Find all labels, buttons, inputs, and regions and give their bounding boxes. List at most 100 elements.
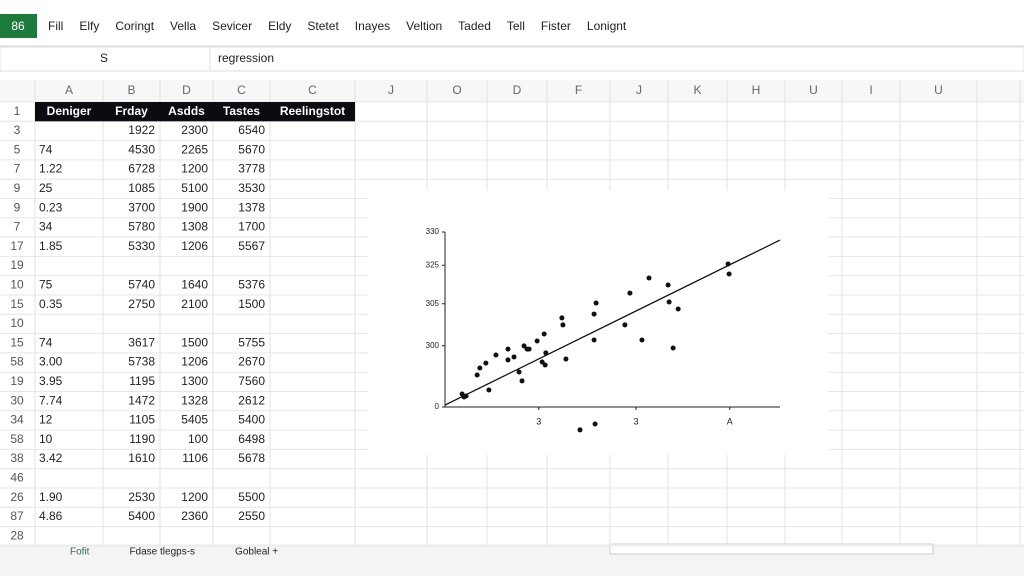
menu-item[interactable]: Lonignt <box>587 19 627 33</box>
cell[interactable]: 25 <box>39 181 53 195</box>
column-header[interactable]: I <box>869 83 872 97</box>
cell[interactable]: 1922 <box>128 123 155 137</box>
cell[interactable]: 2750 <box>128 297 155 311</box>
sheet-tab[interactable]: Fdase tlegps-s <box>129 547 195 558</box>
menu-item[interactable]: Eldy <box>268 19 291 33</box>
cell[interactable]: 1308 <box>181 220 208 234</box>
cell[interactable]: 100 <box>188 432 208 446</box>
menu-item[interactable]: Fister <box>541 19 571 33</box>
cell[interactable]: 1900 <box>181 200 208 214</box>
cell[interactable]: 4530 <box>128 142 155 156</box>
cell[interactable]: 3778 <box>238 162 265 176</box>
cell[interactable]: 2612 <box>238 393 265 407</box>
cell[interactable]: 1085 <box>128 181 155 195</box>
cell[interactable]: 5400 <box>128 509 155 523</box>
cell[interactable]: 1472 <box>128 393 155 407</box>
menu-item[interactable]: Tell <box>507 19 525 33</box>
cell[interactable]: 5670 <box>238 142 265 156</box>
cell[interactable]: 5678 <box>238 451 265 465</box>
cell[interactable]: 1378 <box>238 200 265 214</box>
cell[interactable]: 1500 <box>181 335 208 349</box>
cell[interactable]: 1105 <box>129 413 155 427</box>
cell[interactable]: 2300 <box>181 123 208 137</box>
cell[interactable]: 1500 <box>238 297 265 311</box>
cell[interactable]: 1206 <box>181 355 208 369</box>
cell[interactable]: 2265 <box>181 142 208 156</box>
menu-item[interactable]: Coringt <box>115 19 154 33</box>
cell[interactable]: 74 <box>39 142 53 156</box>
cell[interactable]: 1328 <box>181 393 208 407</box>
cell[interactable]: 5405 <box>181 413 208 427</box>
column-header[interactable]: C <box>237 83 246 97</box>
cell[interactable]: 4.86 <box>39 509 63 523</box>
formula-input[interactable]: regression <box>218 51 274 65</box>
cell[interactable]: 2360 <box>181 509 208 523</box>
cell[interactable]: 3700 <box>128 200 155 214</box>
column-header[interactable]: J <box>636 83 642 97</box>
column-header[interactable]: F <box>575 83 582 97</box>
column-header[interactable]: D <box>513 83 522 97</box>
cell[interactable]: 2550 <box>238 509 265 523</box>
cell[interactable]: 2670 <box>238 355 265 369</box>
cell[interactable]: 5100 <box>181 181 208 195</box>
cell[interactable]: 10 <box>39 432 53 446</box>
cell[interactable]: 1190 <box>129 432 155 446</box>
cell[interactable]: 2530 <box>128 490 155 504</box>
menu-item[interactable]: Inayes <box>355 19 390 33</box>
column-header[interactable]: U <box>934 83 943 97</box>
cell[interactable]: 3.00 <box>39 355 63 369</box>
column-header[interactable]: A <box>65 83 73 97</box>
cell[interactable]: 1.90 <box>39 490 63 504</box>
cell[interactable]: 1300 <box>181 374 208 388</box>
cell[interactable]: 5376 <box>238 278 265 292</box>
menu-item[interactable]: Fill <box>48 19 63 33</box>
cell[interactable]: 5755 <box>238 335 265 349</box>
cell[interactable]: 5330 <box>128 239 155 253</box>
cell[interactable]: 6540 <box>238 123 265 137</box>
column-header[interactable]: B <box>127 83 135 97</box>
cell[interactable]: 6498 <box>238 432 265 446</box>
cell[interactable]: 2100 <box>181 297 208 311</box>
menu-item[interactable]: Veltion <box>406 19 442 33</box>
cell[interactable]: 6728 <box>128 162 155 176</box>
column-header[interactable]: C <box>308 83 317 97</box>
column-header[interactable]: O <box>452 83 461 97</box>
cell[interactable]: 5567 <box>238 239 265 253</box>
menu-item[interactable]: Vella <box>170 19 196 33</box>
menu-item[interactable]: Elfy <box>79 19 99 33</box>
cell-reference[interactable]: S <box>100 51 108 65</box>
cell[interactable]: 1106 <box>182 451 208 465</box>
cell[interactable]: 1.85 <box>39 239 63 253</box>
cell[interactable]: 7.74 <box>39 393 63 407</box>
cell[interactable]: 3.95 <box>39 374 63 388</box>
cell[interactable]: 3.42 <box>39 451 63 465</box>
cell[interactable]: 75 <box>39 278 53 292</box>
column-header[interactable]: K <box>693 83 701 97</box>
cell[interactable]: 5780 <box>128 220 155 234</box>
cell[interactable]: 7560 <box>238 374 265 388</box>
column-header[interactable]: U <box>809 83 818 97</box>
cell[interactable]: 5400 <box>238 413 265 427</box>
cell[interactable]: 1.22 <box>39 162 63 176</box>
cell[interactable]: 0.23 <box>39 200 63 214</box>
column-header[interactable]: H <box>752 83 761 97</box>
menu-item[interactable]: Stetet <box>307 19 339 33</box>
menu-item[interactable]: Taded <box>458 19 491 33</box>
cell[interactable]: 12 <box>39 413 53 427</box>
column-header[interactable]: J <box>388 83 394 97</box>
cell[interactable]: 1640 <box>181 278 208 292</box>
cell[interactable]: 5500 <box>238 490 265 504</box>
sheet-tab[interactable]: Fofit <box>70 547 90 558</box>
column-header[interactable]: D <box>182 83 191 97</box>
cell[interactable]: 5740 <box>128 278 155 292</box>
cell[interactable]: 1200 <box>181 490 208 504</box>
cell[interactable]: 34 <box>39 220 53 234</box>
cell[interactable]: 5738 <box>128 355 155 369</box>
cell[interactable]: 3530 <box>238 181 265 195</box>
scrollbar[interactable] <box>609 543 934 555</box>
sheet-tab[interactable]: Gobleal + <box>235 547 278 558</box>
cell[interactable]: 1700 <box>238 220 265 234</box>
menu-item[interactable]: Sevicer <box>212 19 252 33</box>
cell[interactable]: 1195 <box>129 374 155 388</box>
cell[interactable]: 1206 <box>181 239 208 253</box>
